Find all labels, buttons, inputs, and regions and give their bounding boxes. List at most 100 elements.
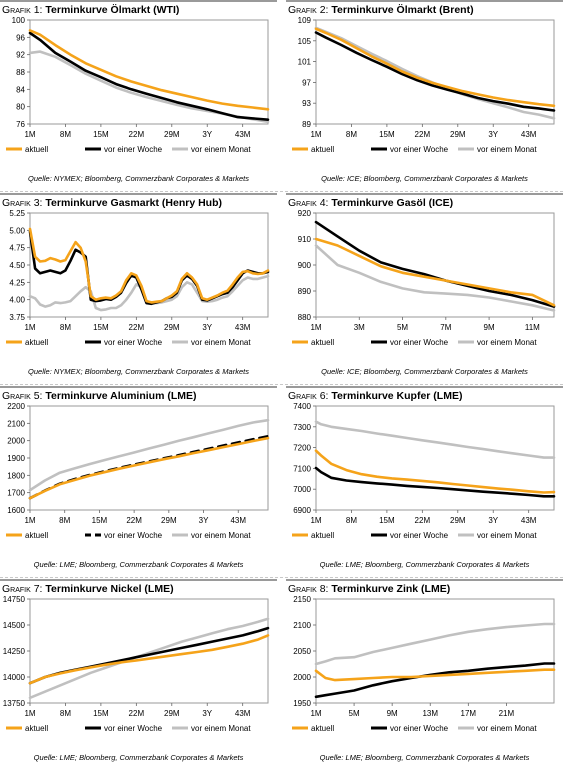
- line-chart: 880 890 900 910 920 1M 3M 5M 7M 9M 11M aktuell vor e…: [292, 209, 556, 347]
- panel-top-rule: [286, 386, 563, 388]
- chart-source: Quelle: LME; Bloomberg, Commerzbank Corp…: [319, 560, 530, 569]
- chart-title-text: Terminkurve Gasöl (ICE): [331, 197, 454, 209]
- chart-title-text: Terminkurve Ölmarkt (WTI): [45, 4, 180, 16]
- plot-frame: [29, 405, 269, 511]
- y-tick-label: 4.75: [9, 244, 25, 253]
- y-tick-label: 84: [16, 85, 25, 94]
- chart-panel-zink: Grafik 8: Terminkurve Zink (LME) 1950 200…: [286, 579, 563, 769]
- x-tick-label: 22M: [415, 516, 431, 525]
- legend-label-vor-einer-woche: vor einer Woche: [104, 338, 163, 347]
- x-tick-label: 17M: [461, 709, 477, 718]
- y-tick-label: 2100: [7, 419, 25, 428]
- x-tick-label: 11M: [525, 323, 540, 332]
- chart-source: Quelle: LME; Bloomberg, Commerzbank Corp…: [33, 560, 244, 569]
- x-tick-label: 3M: [354, 323, 365, 332]
- chart-panel-gasoel: Grafik 4: Terminkurve Gasöl (ICE) 880 890…: [286, 193, 563, 383]
- y-tick-label: 4.25: [9, 278, 25, 287]
- y-tick-label: 97: [302, 78, 311, 87]
- y-tick-label: 13750: [3, 699, 26, 708]
- y-tick-label: 7200: [293, 444, 311, 453]
- chart-title: Grafik 2: Terminkurve Ölmarkt (Brent): [288, 4, 474, 16]
- legend-label-aktuell: aktuell: [311, 724, 334, 733]
- legend-label-vor-einem-monat: vor einem Monat: [477, 145, 537, 154]
- y-tick-label: 14000: [3, 673, 26, 682]
- x-tick-label: 22M: [129, 709, 145, 718]
- x-tick-label: 29M: [450, 516, 466, 525]
- series-line-aktuell: [314, 668, 556, 682]
- x-tick-label: 43M: [235, 709, 251, 718]
- chart-source: Quelle: ICE; Bloomberg, Commerzbank Corp…: [321, 367, 528, 376]
- row-separator: [0, 191, 563, 192]
- y-tick-label: 80: [16, 103, 25, 112]
- y-tick-label: 2100: [293, 621, 311, 630]
- x-tick-label: 9M: [387, 709, 398, 718]
- panel-top-rule: [286, 193, 563, 195]
- x-tick-label: 15M: [379, 130, 395, 139]
- y-tick-label: 890: [298, 287, 312, 296]
- y-tick-label: 100: [12, 16, 26, 25]
- plot-frame: [29, 598, 269, 704]
- y-tick-label: 109: [298, 16, 312, 25]
- row-separator: [0, 577, 563, 578]
- x-tick-label: 22M: [129, 130, 145, 139]
- y-tick-label: 5.25: [9, 209, 25, 218]
- y-tick-label: 96: [16, 33, 25, 42]
- line-chart: 76 80 84 88 92 96 100 1M 8M 15M 22M 29M 3Y 43M aktuell…: [6, 16, 270, 154]
- panel-top-rule: [0, 386, 277, 388]
- chart-source: Quelle: LME; Bloomberg, Commerzbank Corp…: [319, 753, 530, 762]
- x-tick-label: 8M: [59, 516, 70, 525]
- y-tick-label: 2200: [7, 402, 25, 411]
- chart-source: Quelle: NYMEX; Bloomberg, Commerzbank Co…: [28, 367, 249, 376]
- y-tick-label: 92: [16, 51, 25, 60]
- legend-label-aktuell: aktuell: [25, 724, 48, 733]
- y-tick-label: 910: [298, 235, 312, 244]
- chart-title-text: Terminkurve Ölmarkt (Brent): [331, 4, 474, 16]
- chart-title: Grafik 1: Terminkurve Ölmarkt (WTI): [2, 4, 179, 16]
- series-line-aktuell: [314, 449, 556, 494]
- x-tick-label: 13M: [422, 709, 438, 718]
- y-tick-label: 93: [302, 99, 311, 108]
- y-tick-label: 900: [298, 261, 312, 270]
- y-tick-label: 76: [16, 120, 25, 129]
- series-line-aktuell: [28, 634, 270, 685]
- series-line-vor-einer-woche: [28, 230, 270, 306]
- x-tick-label: 22M: [129, 323, 145, 332]
- chart-label: Grafik 7:: [2, 583, 43, 595]
- x-tick-label: 3Y: [202, 130, 212, 139]
- x-tick-label: 43M: [521, 130, 537, 139]
- plot-frame: [315, 19, 555, 125]
- x-tick-label: 29M: [164, 323, 180, 332]
- line-chart: 6900 7000 7100 7200 7300 7400 1M 8M 15M 22M 29M 3Y 4…: [292, 402, 556, 540]
- legend-label-aktuell: aktuell: [311, 145, 334, 154]
- panel-top-rule: [286, 579, 563, 581]
- chart-title-text: Terminkurve Nickel (LME): [45, 583, 174, 595]
- x-tick-label: 22M: [126, 516, 142, 525]
- x-tick-label: 8M: [60, 709, 71, 718]
- panel-top-rule: [0, 579, 277, 581]
- chart-panel-brent: Grafik 2: Terminkurve Ölmarkt (Brent) 89…: [286, 0, 563, 190]
- legend-label-vor-einer-woche: vor einer Woche: [390, 531, 449, 540]
- legend-label-vor-einem-monat: vor einem Monat: [477, 724, 537, 733]
- x-tick-label: 8M: [346, 130, 357, 139]
- x-tick-label: 22M: [415, 130, 431, 139]
- y-tick-label: 4.50: [9, 261, 25, 270]
- legend-label-vor-einer-woche: vor einer Woche: [104, 531, 163, 540]
- chart-title: Grafik 3: Terminkurve Gasmarkt (Henry Hu…: [2, 197, 222, 209]
- x-tick-label: 1M: [310, 130, 321, 139]
- y-tick-label: 14750: [3, 595, 26, 604]
- y-tick-label: 89: [302, 120, 311, 129]
- series-line-vor-einer-woche: [314, 466, 556, 498]
- chart-panel-aluminium: Grafik 5: Terminkurve Aluminium (LME) 16…: [0, 386, 277, 576]
- y-tick-label: 2050: [293, 647, 311, 656]
- x-tick-label: 15M: [93, 323, 109, 332]
- x-tick-label: 1M: [24, 323, 35, 332]
- legend-label-aktuell: aktuell: [25, 338, 48, 347]
- chart-panel-nickel: Grafik 7: Terminkurve Nickel (LME) 13750…: [0, 579, 277, 769]
- series-line-vor-einem-monat: [314, 244, 556, 312]
- y-tick-label: 6900: [293, 506, 311, 515]
- y-tick-label: 2150: [293, 595, 311, 604]
- y-tick-label: 1700: [7, 489, 25, 498]
- series-line-aktuell: [28, 227, 270, 304]
- legend-label-aktuell: aktuell: [25, 531, 48, 540]
- legend-label-aktuell: aktuell: [311, 531, 334, 540]
